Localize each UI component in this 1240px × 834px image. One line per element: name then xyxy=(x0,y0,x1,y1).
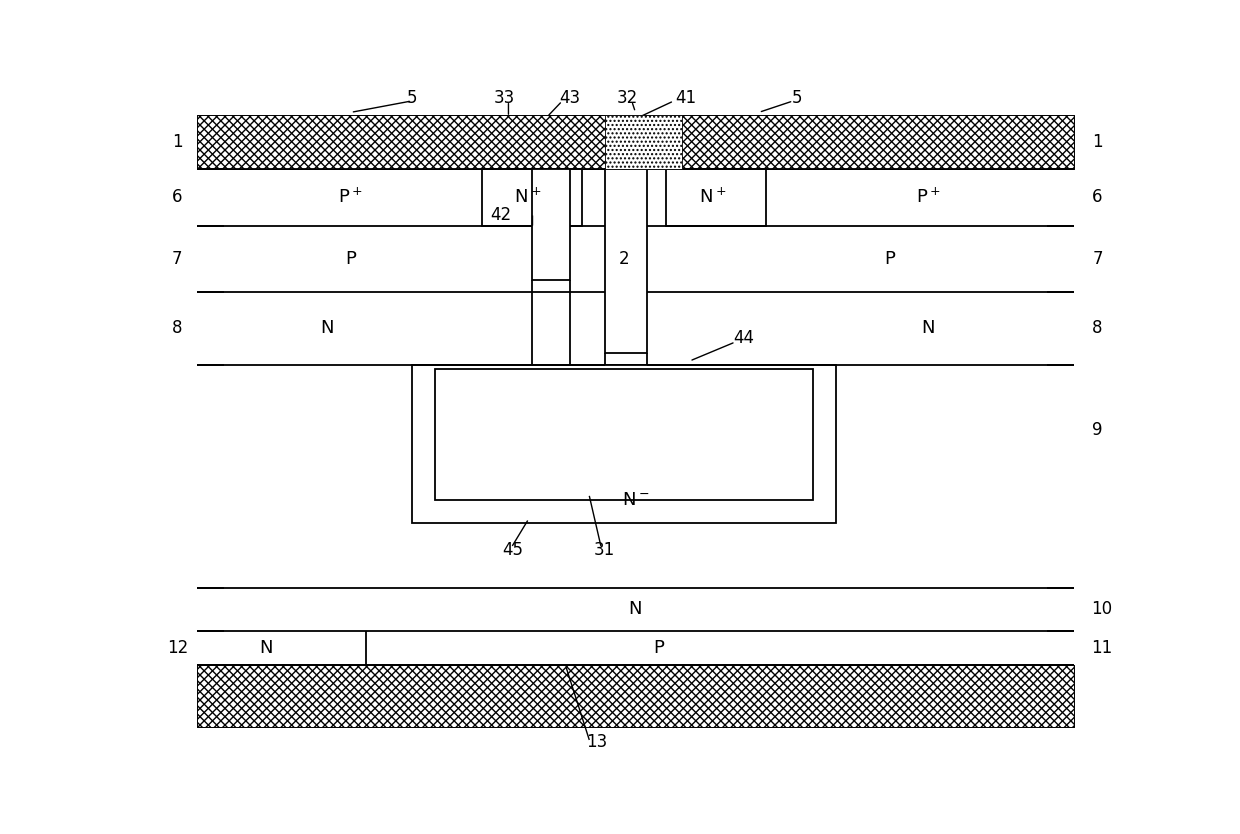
Text: 45: 45 xyxy=(502,540,523,559)
Text: P: P xyxy=(653,639,665,657)
Text: 43: 43 xyxy=(559,88,580,107)
Bar xyxy=(197,666,1074,727)
Text: P: P xyxy=(884,250,895,268)
Text: 7: 7 xyxy=(1092,250,1102,268)
Text: 32: 32 xyxy=(618,88,639,107)
Text: 33: 33 xyxy=(494,88,516,107)
Text: 10: 10 xyxy=(1091,600,1112,619)
Text: 6: 6 xyxy=(1092,188,1102,207)
Text: 11: 11 xyxy=(1091,639,1112,657)
Bar xyxy=(197,666,1074,727)
Text: 5: 5 xyxy=(792,88,802,107)
Text: N: N xyxy=(259,639,273,657)
Text: 9: 9 xyxy=(1092,421,1102,440)
Text: 6: 6 xyxy=(172,188,182,207)
Text: P$^+$: P$^+$ xyxy=(915,188,940,207)
Bar xyxy=(605,115,682,168)
Text: 44: 44 xyxy=(733,329,754,347)
Text: 31: 31 xyxy=(594,540,615,559)
Bar xyxy=(666,168,766,226)
Text: N$^+$: N$^+$ xyxy=(699,188,727,207)
Text: N$^-$: N$^-$ xyxy=(621,490,650,509)
Text: 7: 7 xyxy=(172,250,182,268)
Text: 41: 41 xyxy=(675,88,696,107)
Text: 13: 13 xyxy=(587,733,608,751)
Text: 42: 42 xyxy=(490,206,511,224)
Bar xyxy=(197,115,1074,168)
Text: P: P xyxy=(345,250,356,268)
Text: N$^+$: N$^+$ xyxy=(515,188,542,207)
Text: P$^+$: P$^+$ xyxy=(339,188,363,207)
Text: N: N xyxy=(321,319,335,338)
Bar xyxy=(197,115,1074,168)
Text: N: N xyxy=(629,600,642,619)
Text: 1: 1 xyxy=(1092,133,1102,151)
Bar xyxy=(538,168,564,276)
Text: 8: 8 xyxy=(1092,319,1102,338)
Bar xyxy=(412,365,836,523)
Text: 8: 8 xyxy=(172,319,182,338)
Text: 1: 1 xyxy=(172,133,182,151)
Bar xyxy=(481,168,582,226)
Text: 5: 5 xyxy=(407,88,418,107)
Bar xyxy=(435,369,812,500)
Text: 12: 12 xyxy=(166,639,188,657)
Bar xyxy=(532,168,570,280)
Bar xyxy=(605,168,647,354)
Text: 2: 2 xyxy=(619,250,629,268)
Text: N: N xyxy=(921,319,935,338)
